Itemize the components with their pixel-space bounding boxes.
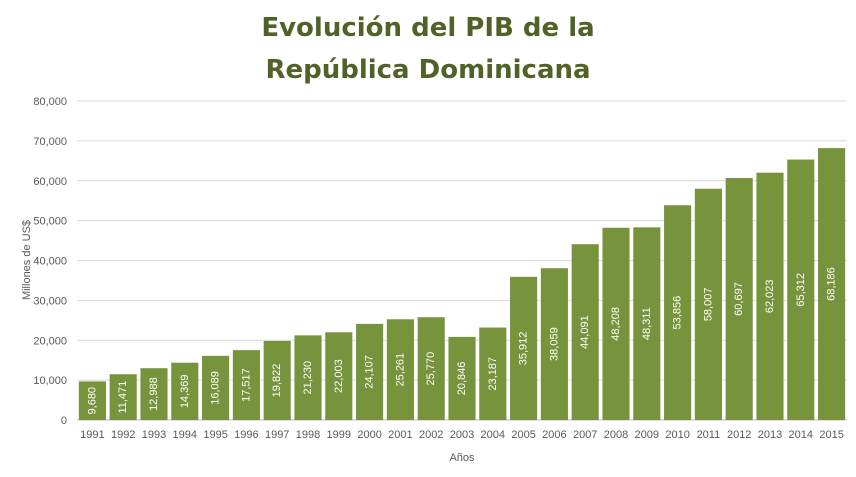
x-tick-label: 2013 [758, 429, 782, 441]
data-label: 38,059 [548, 327, 560, 361]
x-tick-label: 2012 [727, 429, 751, 441]
bar-2001 [386, 319, 414, 420]
bar-2011 [694, 188, 722, 420]
data-label: 48,311 [641, 307, 653, 340]
data-label: 68,186 [826, 267, 838, 301]
bar-2002 [417, 317, 445, 420]
x-tick-label: 2002 [419, 429, 443, 441]
data-label: 21,230 [302, 361, 314, 395]
chart-title-line-2: República Dominicana [265, 55, 590, 85]
bar-2014 [787, 159, 815, 420]
x-tick-label: 2014 [789, 429, 813, 441]
x-tick-label: 2015 [819, 429, 843, 441]
bar-2012 [725, 177, 753, 420]
x-tick-label: 1995 [203, 429, 227, 441]
y-tick-label: 60,000 [33, 176, 67, 188]
x-tick-label: 2008 [604, 429, 628, 441]
data-label: 23,187 [487, 357, 499, 391]
chart-title-line-1: Evolución del PIB de la [261, 13, 594, 43]
data-label: 48,208 [610, 307, 622, 341]
bar-2015 [818, 148, 846, 420]
bar-2007 [571, 244, 599, 420]
data-label: 14,369 [179, 375, 191, 409]
bar-1999 [325, 332, 353, 420]
x-tick-label: 1999 [327, 429, 351, 441]
x-tick-label: 2005 [511, 429, 535, 441]
x-tick-label: 1992 [111, 429, 135, 441]
data-label: 20,846 [456, 362, 468, 396]
bar-1995 [202, 355, 230, 420]
bar-2010 [664, 205, 692, 420]
bar-1992 [109, 374, 137, 420]
data-label: 16,089 [210, 371, 222, 405]
bar-2006 [540, 268, 568, 420]
data-label: 58,007 [702, 288, 714, 322]
x-tick-label: 2007 [573, 429, 597, 441]
x-tick-label: 1991 [80, 429, 104, 441]
bar-2013 [756, 172, 784, 420]
x-tick-label: 2001 [388, 429, 412, 441]
data-label: 22,003 [333, 359, 345, 393]
data-label: 11,471 [117, 381, 129, 414]
bar-1998 [294, 335, 322, 420]
bar-1994 [171, 362, 199, 420]
data-label: 25,770 [425, 352, 437, 386]
bar-1993 [140, 368, 168, 420]
bar-1997 [263, 340, 291, 420]
x-tick-label: 2000 [357, 429, 381, 441]
data-label: 19,822 [271, 364, 283, 398]
x-axis-label: Años [449, 452, 475, 464]
x-tick-label: 2006 [542, 429, 566, 441]
data-label: 65,312 [795, 273, 807, 307]
bar-2009 [633, 227, 661, 420]
x-tick-label: 1996 [234, 429, 258, 441]
y-tick-label: 70,000 [33, 136, 67, 148]
y-tick-label: 20,000 [33, 335, 67, 347]
x-tick-label: 1994 [173, 429, 197, 441]
x-axis-ticks: 1991 1992 1993 1994 1995 1996 1997 1998 1999 2000… [80, 429, 844, 441]
bars: 9,680 11,471 12,988 14,369 16,089 17,517 19,82… [78, 148, 846, 420]
bar-2003 [448, 336, 476, 420]
y-axis-ticks: 0 10,000 20,000 30,000 40,000 50,000 60,000 70,… [33, 96, 67, 427]
x-tick-label: 1997 [265, 429, 289, 441]
bar-1996 [232, 350, 260, 420]
bar-2008 [602, 227, 630, 420]
y-tick-label: 80,000 [33, 96, 67, 108]
x-tick-label: 2009 [635, 429, 659, 441]
x-tick-label: 1998 [296, 429, 320, 441]
data-label: 62,023 [764, 280, 776, 314]
bar-2004 [479, 327, 507, 420]
y-tick-label: 10,000 [33, 375, 67, 387]
bar-2000 [356, 323, 384, 420]
data-label: 35,912 [518, 332, 530, 366]
data-label: 17,517 [240, 368, 252, 402]
x-tick-label: 2003 [450, 429, 474, 441]
x-tick-label: 2010 [665, 429, 689, 441]
data-label: 53,856 [672, 296, 684, 330]
x-tick-label: 2004 [481, 429, 505, 441]
y-tick-label: 0 [61, 415, 67, 427]
x-tick-label: 2011 [697, 429, 721, 441]
bar-2005 [510, 276, 538, 420]
data-label: 9,680 [86, 387, 98, 415]
x-tick-label: 1993 [142, 429, 166, 441]
data-label: 24,107 [364, 355, 376, 389]
data-label: 25,261 [394, 353, 406, 387]
data-label: 12,988 [148, 377, 160, 411]
y-axis-label: Millones de US$ [21, 220, 33, 300]
bar-1991 [78, 381, 106, 420]
data-label: 60,697 [733, 282, 745, 316]
y-tick-label: 50,000 [33, 216, 67, 228]
y-tick-label: 30,000 [33, 295, 67, 307]
y-tick-label: 40,000 [33, 256, 67, 268]
data-label: 44,091 [579, 315, 591, 349]
